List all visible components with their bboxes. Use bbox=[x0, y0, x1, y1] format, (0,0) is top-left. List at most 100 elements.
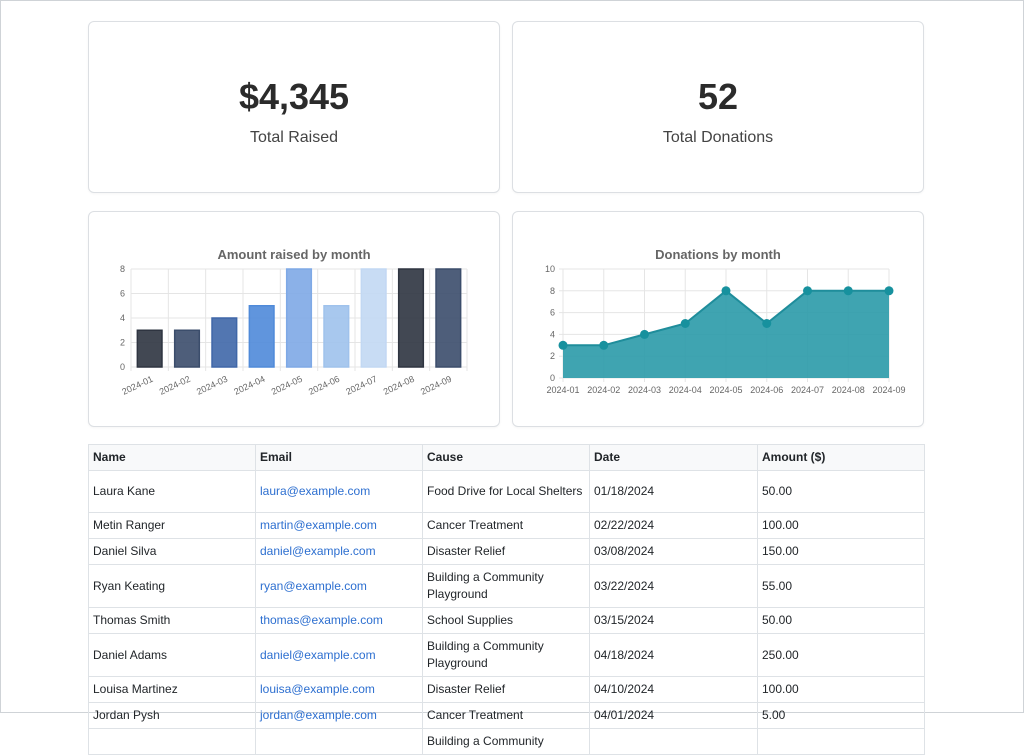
data-point[interactable] bbox=[843, 286, 853, 296]
table-header-row: Name Email Cause Date Amount ($) bbox=[88, 444, 925, 471]
data-point[interactable] bbox=[558, 340, 568, 350]
donations-table: Name Email Cause Date Amount ($) Laura K… bbox=[88, 444, 925, 755]
cell-date: 04/18/2024 bbox=[589, 633, 758, 677]
cell-cause: Cancer Treatment bbox=[422, 512, 590, 539]
cell-amount bbox=[757, 728, 925, 755]
cell-amount: 100.00 bbox=[757, 512, 925, 539]
chart-title: Donations by month bbox=[655, 247, 781, 262]
table-row: Jordan Pysh jordan@example.com Cancer Trea… bbox=[88, 702, 925, 729]
total-raised-label: Total Raised bbox=[249, 129, 339, 146]
total-donations-value: 52 bbox=[697, 76, 739, 117]
bar[interactable] bbox=[323, 305, 350, 368]
cell-amount: 55.00 bbox=[757, 564, 925, 608]
cell-amount: 5.00 bbox=[757, 702, 925, 729]
column-header-cause[interactable]: Cause bbox=[422, 444, 590, 471]
column-header-date[interactable]: Date bbox=[589, 444, 758, 471]
x-tick-label: 2024-06 bbox=[750, 385, 783, 395]
cell-cause: Building a Community bbox=[422, 728, 590, 755]
x-tick-label: 2024-09 bbox=[872, 385, 905, 395]
bar[interactable] bbox=[173, 329, 201, 368]
bar[interactable] bbox=[136, 329, 163, 368]
bar[interactable] bbox=[435, 268, 462, 368]
cell-date: 04/10/2024 bbox=[589, 676, 758, 703]
total-donations-label: Total Donations bbox=[662, 129, 774, 146]
y-tick-label: 2 bbox=[120, 338, 125, 348]
cell-email[interactable]: daniel@example.com bbox=[255, 633, 423, 677]
table-row: Metin Ranger martin@example.com Cancer Tre… bbox=[88, 512, 925, 539]
x-tick-label: 2024-03 bbox=[628, 385, 661, 395]
cell-cause: Disaster Relief bbox=[422, 538, 590, 565]
table-row: Ryan Keating ryan@example.com Building a C… bbox=[88, 564, 925, 608]
cell-name: Metin Ranger bbox=[88, 512, 256, 539]
cell-email[interactable]: ryan@example.com bbox=[255, 564, 423, 608]
chart-title: Amount raised by month bbox=[217, 247, 370, 262]
data-point[interactable] bbox=[884, 286, 894, 296]
cell-date: 03/08/2024 bbox=[589, 538, 758, 565]
x-tick-label: 2024-07 bbox=[791, 385, 824, 395]
bar[interactable] bbox=[360, 268, 387, 368]
cell-name: Jordan Pysh bbox=[88, 702, 256, 729]
bar[interactable] bbox=[285, 268, 313, 368]
column-header-name[interactable]: Name bbox=[88, 444, 256, 471]
cell-date: 03/22/2024 bbox=[589, 564, 758, 608]
cell-name: Ryan Keating bbox=[88, 564, 256, 608]
data-point[interactable] bbox=[599, 340, 609, 350]
donations-by-month-chart: Donations by month 0 2 4 6 8 10 2024-01 2024-02 2… bbox=[545, 247, 906, 395]
x-tick-label: 2024-02 bbox=[587, 385, 620, 395]
cell-cause: Cancer Treatment bbox=[422, 702, 590, 729]
cell-name: Daniel Adams bbox=[88, 633, 256, 677]
y-tick-label: 2 bbox=[550, 351, 555, 361]
data-point[interactable] bbox=[680, 319, 690, 328]
x-tick-label: 2024-08 bbox=[382, 374, 416, 397]
cell-cause: Disaster Relief bbox=[422, 676, 590, 703]
total-raised-card: $4,345 Total Raised bbox=[88, 21, 500, 193]
total-donations-card: 52 Total Donations bbox=[512, 21, 924, 193]
cell-name: Thomas Smith bbox=[88, 607, 256, 634]
cell-email[interactable]: laura@example.com bbox=[255, 470, 423, 513]
cell-cause: Building a Community Playground bbox=[422, 633, 590, 677]
y-tick-label: 4 bbox=[550, 329, 555, 339]
table-row: Louisa Martinez louisa@example.com Disaste… bbox=[88, 676, 925, 703]
cell-email[interactable] bbox=[255, 728, 423, 755]
donations-by-month-card: Donations by month 0 2 4 6 8 10 2024-01 2024-02 2… bbox=[512, 211, 924, 427]
bar[interactable] bbox=[397, 268, 425, 368]
y-tick-label: 10 bbox=[545, 264, 555, 274]
column-header-email[interactable]: Email bbox=[255, 444, 423, 471]
cell-date: 01/18/2024 bbox=[589, 470, 758, 513]
cell-cause: School Supplies bbox=[422, 607, 590, 634]
data-point[interactable] bbox=[640, 329, 649, 339]
data-point[interactable] bbox=[803, 286, 812, 296]
cell-email[interactable]: louisa@example.com bbox=[255, 676, 423, 703]
cell-name bbox=[88, 728, 256, 755]
cell-amount: 250.00 bbox=[757, 633, 925, 677]
bar[interactable] bbox=[248, 305, 275, 368]
x-tick-label: 2024-04 bbox=[232, 374, 266, 397]
cell-email[interactable]: martin@example.com bbox=[255, 512, 423, 539]
data-point[interactable] bbox=[762, 319, 772, 328]
column-header-amount[interactable]: Amount ($) bbox=[757, 444, 925, 471]
cell-date: 04/01/2024 bbox=[589, 702, 758, 729]
cell-email[interactable]: thomas@example.com bbox=[255, 607, 423, 634]
cell-amount: 100.00 bbox=[757, 676, 925, 703]
table-row: Thomas Smith thomas@example.com School Sup… bbox=[88, 607, 925, 634]
x-tick-label: 2024-06 bbox=[307, 374, 341, 397]
x-tick-label: 2024-05 bbox=[270, 374, 304, 397]
cell-email[interactable]: jordan@example.com bbox=[255, 702, 423, 729]
y-tick-label: 6 bbox=[120, 289, 125, 299]
x-tick-label: 2024-04 bbox=[669, 385, 702, 395]
cell-name: Louisa Martinez bbox=[88, 676, 256, 703]
cell-cause: Food Drive for Local Shelters bbox=[422, 470, 590, 513]
x-tick-label: 2024-05 bbox=[709, 385, 742, 395]
table-row: Laura Kane laura@example.com Food Drive fo… bbox=[88, 470, 925, 513]
y-tick-label: 8 bbox=[550, 286, 555, 296]
table-row: Daniel Adams daniel@example.com Building a… bbox=[88, 633, 925, 677]
table-row: Building a Community bbox=[88, 728, 925, 755]
cell-email[interactable]: daniel@example.com bbox=[255, 538, 423, 565]
y-tick-label: 8 bbox=[120, 264, 125, 274]
data-point[interactable] bbox=[721, 286, 731, 296]
x-tick-label: 2024-01 bbox=[120, 374, 154, 397]
bar[interactable] bbox=[211, 317, 238, 368]
total-raised-value: $4,345 bbox=[238, 76, 350, 117]
y-tick-label: 0 bbox=[550, 373, 555, 383]
